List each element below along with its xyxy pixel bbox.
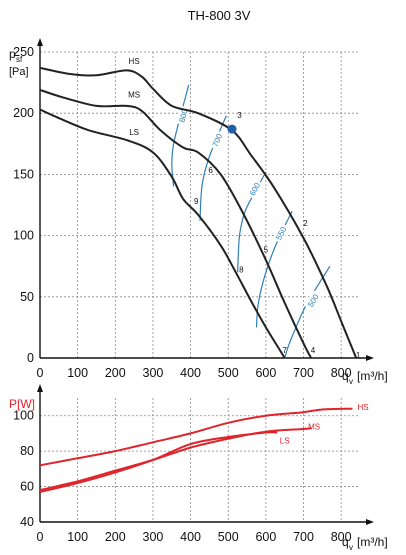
top-y-arrow bbox=[37, 38, 43, 46]
top-chart-ylabel: p sf [Pa] bbox=[9, 47, 29, 78]
top-xlabel-sub: v bbox=[349, 377, 353, 386]
top-x-tick-label: 100 bbox=[67, 366, 88, 380]
top-ylabel-main: p bbox=[9, 47, 16, 61]
bottom-xlabel-main: q bbox=[342, 535, 349, 549]
power-chart: 0 100 200 300 400 500 600 700 800 40 60 80 100 HS MS LS bbox=[13, 384, 374, 544]
top-x-tick-label: 400 bbox=[180, 366, 201, 380]
top-xlabel-unit: [m³/h] bbox=[357, 369, 388, 383]
bottom-x-tick-label: 500 bbox=[218, 530, 239, 544]
top-y-tick-label: 50 bbox=[20, 290, 34, 304]
point-label-7: 7 bbox=[282, 346, 287, 355]
power-curve-ms bbox=[39, 427, 312, 492]
bottom-y-tick-label: 80 bbox=[20, 444, 34, 458]
point-label-6: 6 bbox=[208, 166, 213, 175]
power-curve-label-hs: HS bbox=[357, 403, 368, 412]
bottom-y-tick-label: 100 bbox=[13, 409, 34, 423]
top-x-tick-label: 0 bbox=[37, 366, 44, 380]
bottom-x-tick-label: 700 bbox=[293, 530, 314, 544]
power-curve-hs bbox=[39, 407, 353, 467]
top-x-tick-label: 300 bbox=[143, 366, 164, 380]
bottom-chart-xlabel: q v [m³/h] bbox=[342, 535, 388, 552]
pressure-chart: 0 100 200 300 400 500 600 700 800 0 50 100 150 200 250… bbox=[13, 38, 374, 380]
isoline-label-bg bbox=[272, 222, 290, 244]
point-label-2: 2 bbox=[303, 219, 308, 228]
pressure-curve-label-hs: HS bbox=[129, 57, 140, 66]
pressure-curve-ms bbox=[39, 88, 312, 359]
bottom-x-tick-label: 800 bbox=[331, 530, 352, 544]
top-x-tick-label: 600 bbox=[255, 366, 276, 380]
bottom-x-tick-label: 200 bbox=[105, 530, 126, 544]
chart-title: TH-800 3V bbox=[188, 8, 251, 23]
top-ylabel-unit: [Pa] bbox=[9, 66, 29, 78]
bottom-x-tick-label: 0 bbox=[37, 530, 44, 544]
top-x-tick-label: 800 bbox=[331, 366, 352, 380]
isoline-label-800: 800 bbox=[177, 108, 189, 124]
power-curve-label-ms: MS bbox=[308, 422, 320, 431]
bottom-x-tick-label: 300 bbox=[143, 530, 164, 544]
bottom-ylabel: P[W] bbox=[9, 397, 35, 411]
top-y-tick-label: 200 bbox=[13, 106, 34, 120]
bottom-y-tick-label: 40 bbox=[20, 515, 34, 529]
bottom-y-arrow bbox=[37, 384, 43, 392]
top-y-tick-label: 150 bbox=[13, 167, 34, 181]
top-y-tick-label: 0 bbox=[27, 351, 34, 365]
top-x-tick-label: 200 bbox=[105, 366, 126, 380]
point-label-4: 4 bbox=[311, 346, 316, 355]
top-x-arrow bbox=[366, 355, 374, 361]
pressure-curve-label-ms: MS bbox=[128, 90, 140, 99]
bottom-xlabel-unit: [m³/h] bbox=[357, 535, 388, 549]
isoline-label-bg bbox=[303, 290, 322, 311]
top-chart-xlabel: q v [m³/h] bbox=[342, 369, 388, 386]
power-curve-label-ls: LS bbox=[280, 437, 290, 446]
top-x-tick-label: 700 bbox=[293, 366, 314, 380]
power-curve-ls bbox=[39, 431, 278, 493]
bottom-x-arrow bbox=[366, 519, 374, 525]
pressure-curve-label-ls: LS bbox=[129, 128, 139, 137]
bottom-x-tick-label: 400 bbox=[180, 530, 201, 544]
point-label-5: 5 bbox=[264, 246, 269, 255]
isoline-label-bg bbox=[245, 178, 264, 200]
top-xlabel-main: q bbox=[342, 369, 349, 383]
point-label-9: 9 bbox=[194, 197, 199, 206]
pressure-curve-hs bbox=[39, 66, 358, 359]
pressure-curve-ls bbox=[39, 108, 286, 359]
point-label-1: 1 bbox=[356, 351, 361, 360]
bottom-y-tick-label: 60 bbox=[20, 480, 34, 494]
bottom-x-tick-label: 100 bbox=[67, 530, 88, 544]
point-label-3: 3 bbox=[237, 111, 242, 120]
isoline-label-bg bbox=[208, 129, 226, 151]
isoline-800 bbox=[171, 84, 190, 187]
top-y-tick-label: 100 bbox=[13, 229, 34, 243]
point-label-8: 8 bbox=[239, 265, 244, 274]
top-x-tick-label: 500 bbox=[218, 366, 239, 380]
top-ylabel-sub: sf bbox=[16, 55, 23, 64]
isoline-700 bbox=[199, 115, 227, 221]
bottom-xlabel-sub: v bbox=[349, 543, 353, 552]
top-y-tick-label: 250 bbox=[13, 45, 34, 59]
operating-point-marker bbox=[227, 124, 237, 134]
bottom-x-tick-label: 600 bbox=[255, 530, 276, 544]
